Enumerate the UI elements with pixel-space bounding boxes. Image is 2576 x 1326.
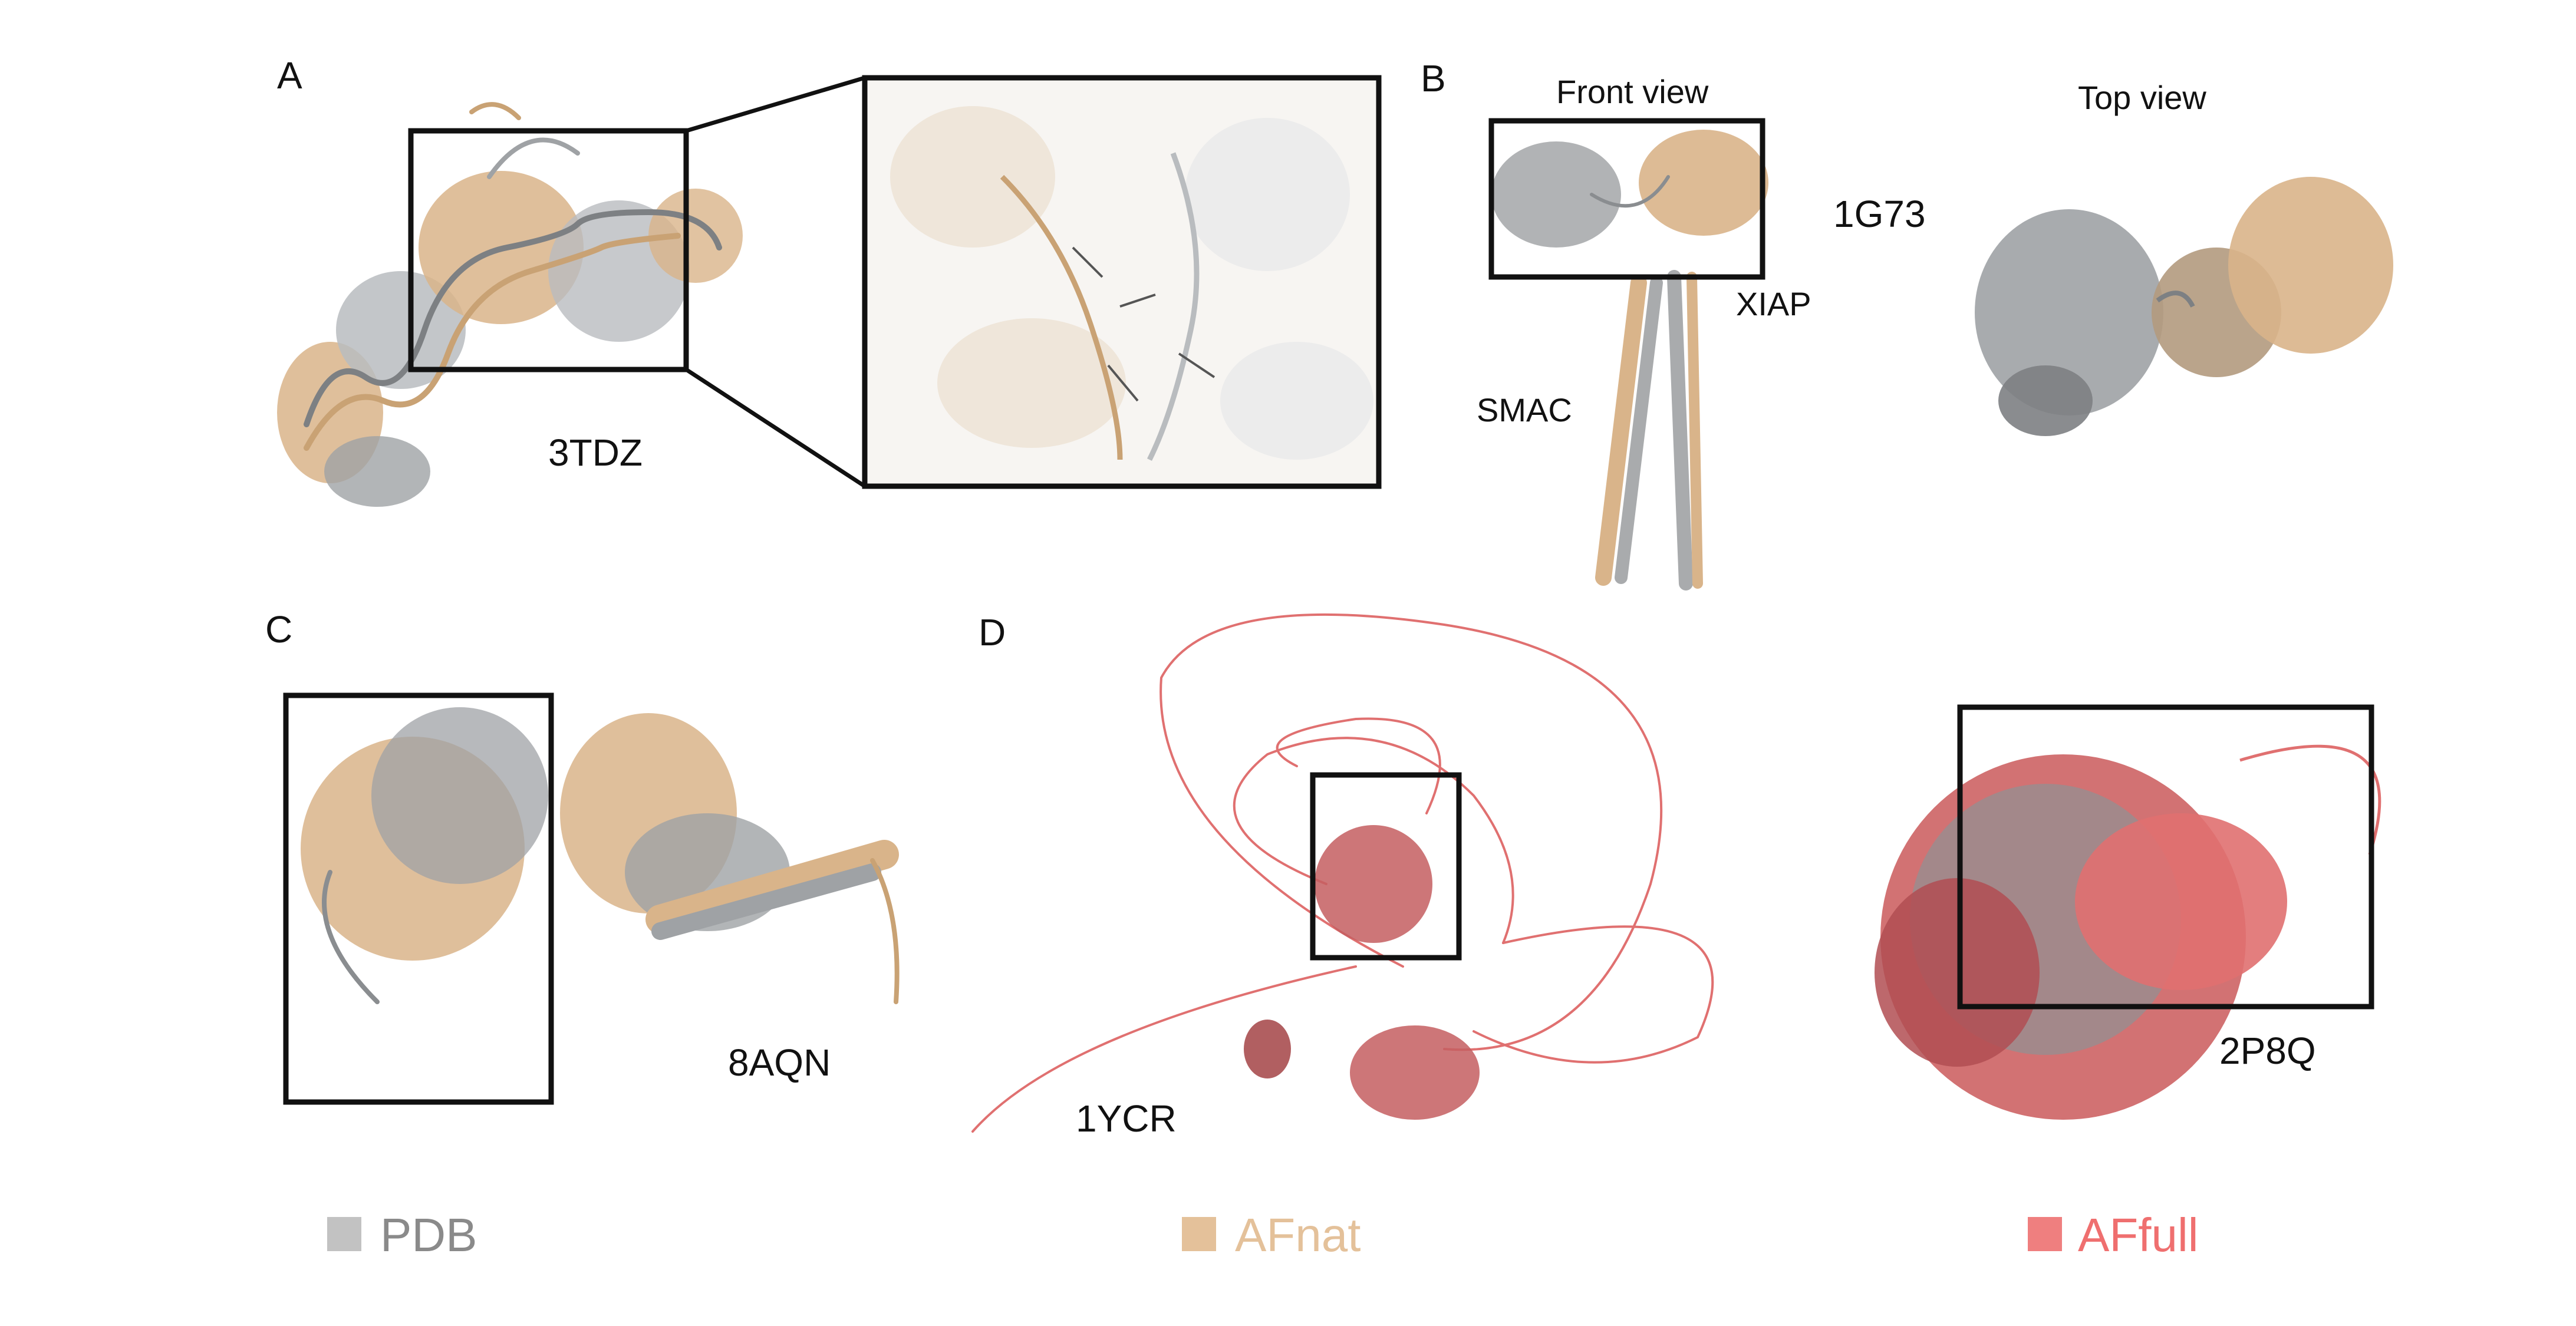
- panel-d-letter: D: [979, 611, 1006, 654]
- legend: PDB AFnat AFfull: [327, 1209, 2199, 1261]
- structure-3tdz: [277, 102, 743, 507]
- panel-d: D 1YCR 2P8Q: [971, 611, 2381, 1140]
- structure-1ycr: [971, 613, 1714, 1133]
- structure-1g73-front: [1491, 130, 1768, 591]
- panel-c: C 8AQN: [265, 608, 900, 1105]
- panel-d-zoom-box-2p8q: [1957, 704, 2374, 1010]
- pdb-id-3tdz: 3TDZ: [548, 431, 643, 474]
- front-view-label: Front view: [1556, 73, 1709, 110]
- structure-1g73-top: [1975, 177, 2393, 436]
- pdb-id-1g73: 1G73: [1833, 193, 1926, 235]
- legend-item-affull: AFfull: [2028, 1209, 2199, 1261]
- legend-label-pdb: PDB: [380, 1209, 477, 1261]
- top-view-label: Top view: [2078, 79, 2206, 116]
- pdb-id-2p8q: 2P8Q: [2219, 1030, 2316, 1072]
- legend-swatch-afnat: [1182, 1217, 1216, 1251]
- panel-b: B Front view Top view XIAP SMAC 1G73: [1421, 57, 2393, 591]
- legend-swatch-pdb: [327, 1217, 361, 1251]
- panel-b-letter: B: [1421, 57, 1446, 100]
- panel-a-zoom-panel: [862, 75, 1382, 489]
- pdb-id-1ycr: 1YCR: [1076, 1097, 1177, 1140]
- panel-a-zoom-box: [408, 128, 689, 372]
- smac-label: SMAC: [1477, 391, 1572, 428]
- panel-a: A 3TDZ: [277, 54, 1382, 507]
- legend-label-afnat: AFnat: [1235, 1209, 1361, 1261]
- legend-swatch-affull: [2028, 1217, 2062, 1251]
- panel-b-interface-box: [1488, 118, 1765, 280]
- panel-c-zoom-box: [283, 692, 554, 1105]
- structure-2p8q: [1875, 744, 2381, 1120]
- pdb-id-8aqn: 8AQN: [728, 1041, 831, 1084]
- legend-label-affull: AFfull: [2078, 1209, 2199, 1261]
- panel-d-zoom-box-1ycr: [1310, 772, 1462, 961]
- structure-8aqn: [301, 707, 900, 1004]
- panel-a-letter: A: [277, 54, 302, 97]
- legend-item-pdb: PDB: [327, 1209, 477, 1261]
- legend-item-afnat: AFnat: [1182, 1209, 1361, 1261]
- panel-c-letter: C: [265, 608, 292, 651]
- panel-a-zoom-detail: [865, 78, 1379, 486]
- xiap-label: XIAP: [1736, 285, 1811, 322]
